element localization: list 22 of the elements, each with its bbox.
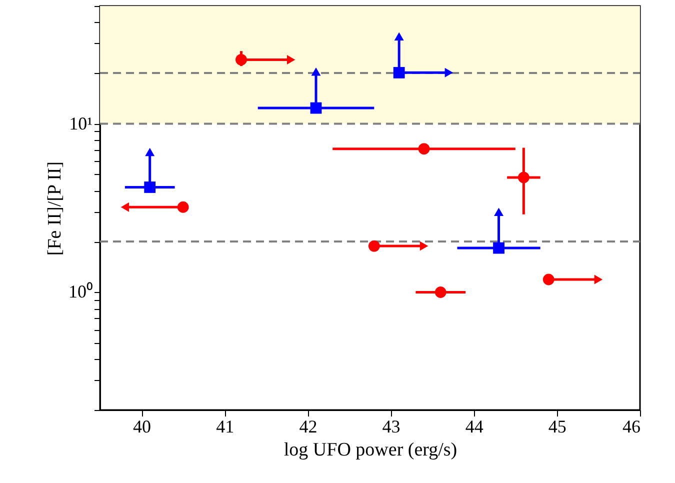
point [493,242,504,254]
x-axis-title: log UFO power (erg/s) [284,440,458,460]
point [144,182,156,193]
point [393,66,405,78]
point [434,286,446,298]
point [368,240,380,252]
point [236,54,247,66]
x-tick-label: 40 [133,416,152,436]
point [177,201,189,213]
x-tick-label: 42 [299,416,318,436]
y-tick-label: 10¹ [69,113,92,134]
point [542,274,554,286]
y-tick-label: 10⁰ [68,282,92,302]
y-axis-title: [Fe II]/[P II] [44,161,66,256]
x-tick-label: 41 [216,416,234,436]
x-tick-label: 45 [548,416,566,436]
point [418,143,430,155]
x-tick-label: 43 [382,416,400,436]
point [310,102,322,114]
x-tick-label: 44 [465,416,484,436]
point [518,172,530,184]
x-tick-label: 46 [622,416,640,436]
